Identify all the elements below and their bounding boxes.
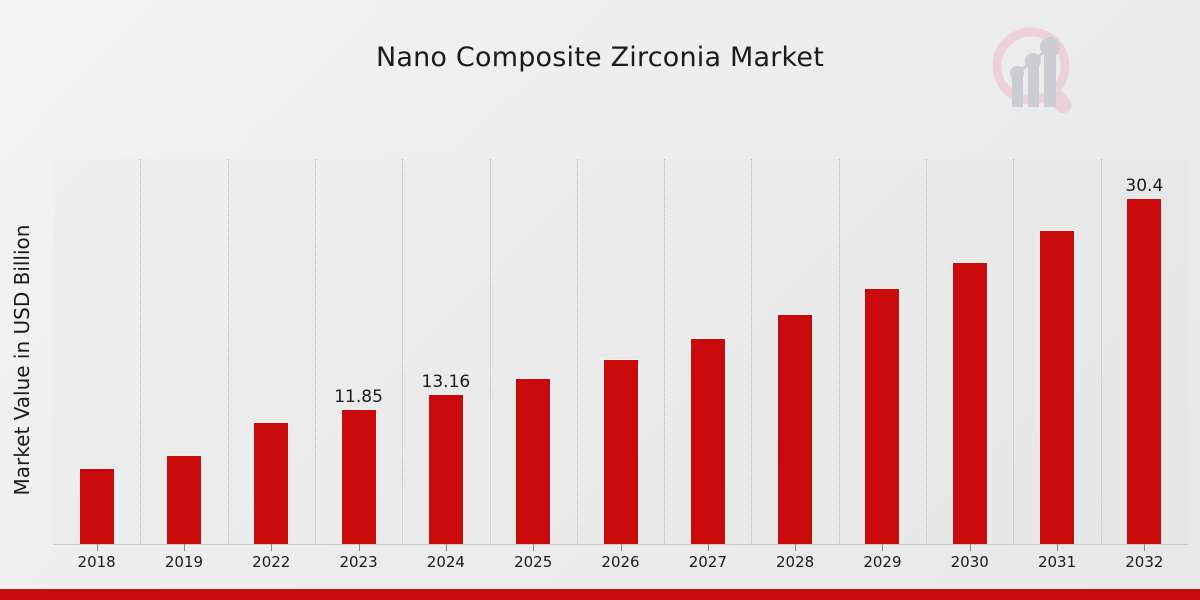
- x-tick-mark: [707, 544, 709, 551]
- x-tick-mark: [358, 544, 360, 551]
- bar-2023[interactable]: 11.85: [334, 387, 383, 544]
- gridline: [402, 159, 404, 544]
- gridline: [140, 159, 142, 544]
- plot-area: 11.85 13.16 30.4: [53, 159, 1188, 545]
- bar-2029[interactable]: [864, 287, 901, 544]
- x-tick-mark: [271, 544, 273, 551]
- x-tick-label-2018: 2018: [77, 553, 116, 571]
- x-tick-mark: [620, 544, 622, 551]
- bar-2019[interactable]: [165, 455, 202, 544]
- x-tick-mark: [882, 544, 884, 551]
- gridline: [838, 159, 840, 544]
- x-tick-label-2028: 2028: [776, 553, 815, 571]
- magnifying-glass-bar-chart-logo: [986, 22, 1086, 122]
- gridline: [314, 159, 316, 544]
- gridline: [576, 159, 578, 544]
- x-tick-mark: [969, 544, 971, 551]
- bar-2028[interactable]: [777, 313, 814, 544]
- gridline: [926, 159, 928, 544]
- footer-accent-band: [0, 589, 1200, 600]
- y-axis-title: Market Value in USD Billion: [10, 224, 34, 496]
- gridline: [489, 159, 491, 544]
- x-tick-label-2022: 2022: [252, 553, 291, 571]
- bar-2025[interactable]: [515, 377, 552, 544]
- x-tick-mark: [1144, 544, 1146, 551]
- x-tick-mark: [533, 544, 535, 551]
- page-title: Nano Composite Zirconia Market: [375, 42, 825, 73]
- bar-value-label: 13.16: [421, 372, 471, 393]
- x-tick-mark: [96, 544, 98, 551]
- bar-2030[interactable]: [951, 261, 988, 544]
- gridline: [227, 159, 229, 544]
- x-tick-label-2019: 2019: [164, 553, 204, 571]
- bar-value-label: 30.4: [1125, 175, 1164, 196]
- x-tick-mark: [445, 544, 447, 551]
- bar-value-label: 11.85: [334, 387, 383, 408]
- bar-series: 11.85 13.16 30.4: [53, 159, 1188, 544]
- x-tick-label-2027: 2027: [688, 553, 727, 571]
- bar-2018[interactable]: [78, 467, 115, 544]
- bar-2032[interactable]: 30.4: [1125, 176, 1163, 544]
- x-tick-label-2031: 2031: [1037, 553, 1077, 571]
- x-tick-mark: [183, 544, 185, 551]
- x-tick-label-2025: 2025: [514, 553, 553, 571]
- bar-2024[interactable]: 13.16: [422, 372, 470, 544]
- gridline: [1013, 159, 1015, 544]
- gridline: [1100, 159, 1102, 544]
- gridline: [664, 159, 666, 544]
- x-tick-label-2032: 2032: [1125, 553, 1164, 571]
- x-tick-label-2029: 2029: [863, 553, 902, 571]
- gridline: [751, 159, 753, 544]
- x-tick-label-2026: 2026: [601, 553, 640, 571]
- x-tick-mark: [1057, 544, 1059, 551]
- x-axis: 2018 2019 2022 2023 2024 2025 2026 2027 2028 2029…: [53, 544, 1188, 574]
- x-tick-label-2023: 2023: [339, 553, 378, 571]
- bar-2031[interactable]: [1039, 229, 1076, 544]
- bar-2026[interactable]: [602, 359, 639, 544]
- bar-2022[interactable]: [253, 422, 290, 544]
- x-tick-label-2030: 2030: [950, 553, 989, 571]
- x-tick-mark: [795, 544, 797, 551]
- x-tick-label-2024: 2024: [426, 553, 465, 571]
- bar-2027[interactable]: [689, 337, 726, 544]
